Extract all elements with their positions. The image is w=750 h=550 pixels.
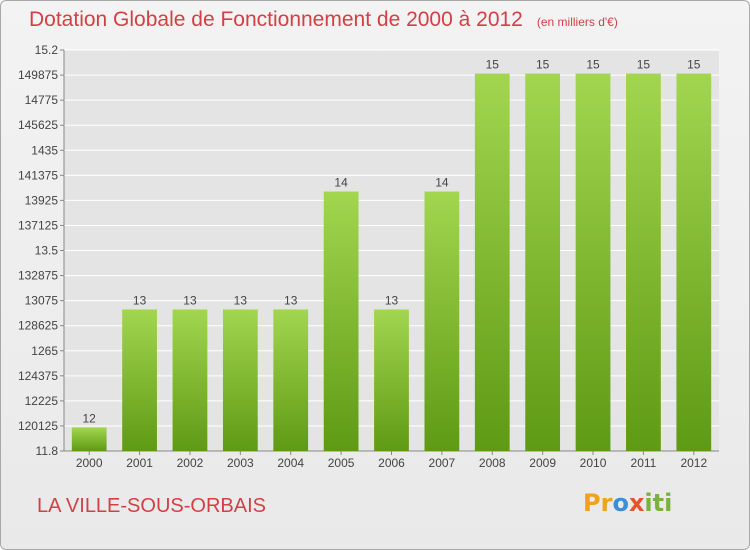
bar-value-label: 13 [385,293,399,307]
y-tick-label: 11.8 [36,444,59,458]
x-tick-label: 2002 [177,456,204,470]
y-tick-label: 12225 [25,394,59,408]
bar-value-label: 13 [133,293,147,307]
chart-title-text: Dotation Globale de Fonctionnement de 20… [29,8,523,31]
logo-part-2: o [612,489,629,517]
x-tick-label: 2005 [328,456,355,470]
bar-value-label: 13 [284,293,298,307]
y-tick-label: 145625 [18,118,58,132]
y-tick-label: 137125 [18,218,58,232]
x-tick-label: 2008 [479,456,506,470]
logo-part-3: x [628,489,645,517]
bar-value-label: 15 [486,58,500,72]
bar [122,309,157,451]
y-tick-label: 1265 [31,344,58,358]
y-tick-label: 132875 [18,269,58,283]
bar [273,309,309,451]
bar [222,309,258,451]
x-tick-label: 2006 [378,456,405,470]
bar [71,427,107,451]
x-tick-label: 2001 [126,456,153,470]
bar-value-label: 13 [234,293,248,307]
bar [474,73,510,452]
y-tick-label: 15.2 [35,43,59,57]
commune-name: LA VILLE-SOUS-ORBAIS [37,495,266,517]
y-tick-label: 124375 [18,369,58,383]
bar-value-label: 13 [183,293,197,307]
bar [676,73,712,452]
bar [172,309,208,451]
bar-value-label: 15 [536,58,550,72]
y-tick-label: 128625 [18,319,58,333]
bar-value-label: 15 [637,58,651,72]
bar [374,309,409,451]
logo-part-1: Pr [583,489,613,517]
bar [626,73,661,452]
x-tick-label: 2012 [680,456,707,470]
x-tick-label: 2011 [631,456,657,470]
y-tick-label: 14775 [25,93,59,107]
y-tick-label: 120125 [18,419,58,433]
y-tick-label: 13075 [25,294,59,308]
y-tick-label: 141375 [18,168,58,182]
x-tick-label: 2010 [580,456,607,470]
bar-value-label: 14 [435,176,449,190]
bar [575,73,611,452]
bar-value-label: 14 [334,176,348,190]
bar [424,191,460,451]
y-tick-label: 1435 [31,143,58,157]
bar [525,73,561,452]
bar-value-label: 12 [83,411,97,425]
x-tick-label: 2000 [76,456,103,470]
y-tick-label: 13.5 [35,244,59,258]
chart-subtitle: (en milliers d'€) [536,15,618,29]
x-tick-label: 2003 [227,456,254,470]
proxiti-logo: Proxiti [583,489,672,517]
bar [323,191,359,451]
y-tick-label: 13925 [25,193,59,207]
x-tick-label: 2007 [429,456,456,470]
y-tick-label: 149875 [18,68,58,82]
x-tick-label: 2004 [277,456,304,470]
bar-value-label: 15 [586,58,600,72]
chart-title: Dotation Globale de Fonctionnement de 20… [29,8,618,32]
logo-part-4: iti [644,489,673,517]
bar-value-label: 15 [687,58,701,72]
x-tick-label: 2009 [529,456,556,470]
